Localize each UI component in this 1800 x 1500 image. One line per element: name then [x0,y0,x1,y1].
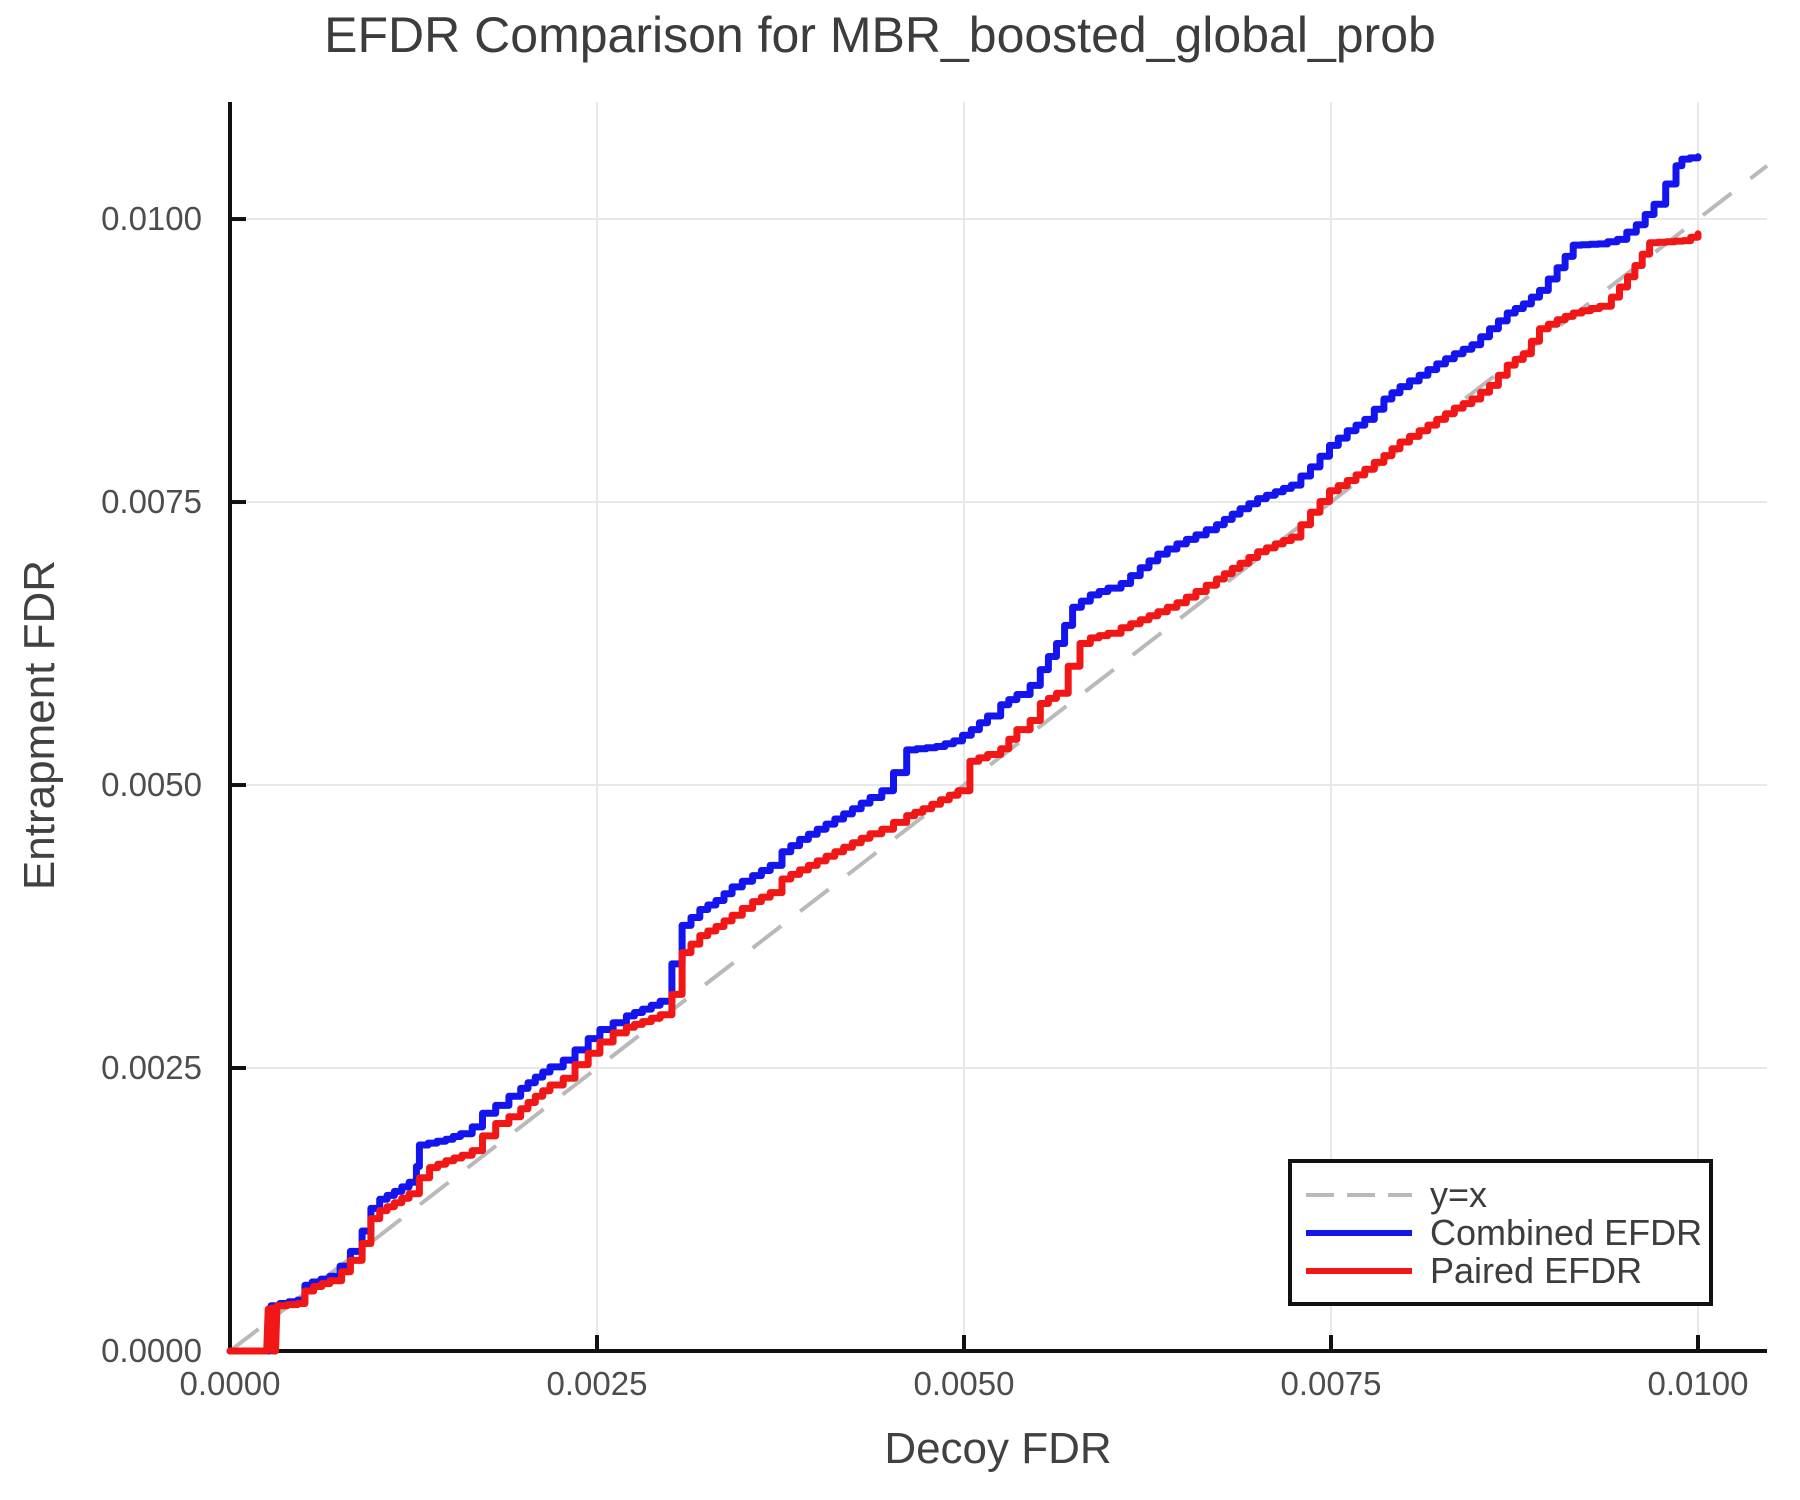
chart-title: EFDR Comparison for MBR_boosted_global_p… [324,7,1436,63]
x-axis-label: Decoy FDR [884,1424,1112,1473]
paired-efdr-line [226,230,1702,1355]
y-tick-label: 0.0050 [101,766,202,804]
legend-label: y=x [1430,1173,1488,1215]
legend: y=x Combined EFDR Paired EFDR [1288,1159,1713,1306]
legend-entry-identity: y=x [1304,1173,1709,1215]
x-tick-label: 0.0000 [179,1365,281,1402]
legend-line-sample [1306,1192,1412,1197]
identity-line [228,164,1769,1353]
x-tick-label: 0.0075 [1280,1365,1382,1402]
legend-line-sample [1306,1267,1412,1274]
y-tick-label: 0.0025 [101,1049,202,1086]
x-tick-label: 0.0100 [1647,1365,1749,1402]
x-tick-label: 0.0025 [546,1365,648,1402]
y-tick-label: 0.0000 [101,1332,202,1369]
y-tick-label: 0.0100 [101,200,202,238]
legend-entry-paired: Paired EFDR [1304,1249,1709,1291]
legend-entry-combined: Combined EFDR [1304,1211,1709,1253]
legend-line-sample [1306,1229,1412,1236]
y-tick-label: 0.0075 [101,483,202,521]
combined-efdr-line [226,153,1702,1355]
legend-label: Combined EFDR [1430,1211,1703,1253]
legend-label: Paired EFDR [1430,1249,1643,1291]
x-tick-label: 0.0050 [913,1365,1015,1402]
